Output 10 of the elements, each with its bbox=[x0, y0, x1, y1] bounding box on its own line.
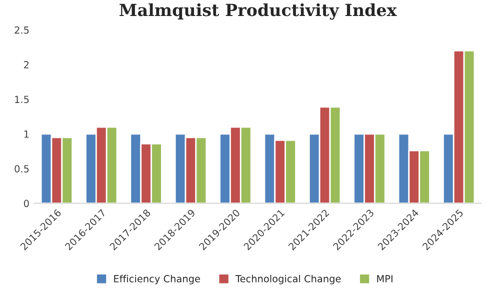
legend-label: Technological Change bbox=[235, 274, 341, 284]
y-tick-label: 2.5 bbox=[14, 26, 29, 34]
legend-label: MPI bbox=[377, 275, 392, 282]
y-tick-label: 2 bbox=[24, 61, 29, 68]
chart-title: Malmquist Productivity Index bbox=[120, 3, 397, 20]
y-tick-label: 1.5 bbox=[15, 96, 29, 104]
y-tick-label: 1 bbox=[24, 130, 29, 138]
legend-label: Efficiency Change bbox=[114, 274, 200, 284]
y-tick-label: 0 bbox=[24, 200, 29, 208]
y-tick-label: 0.5 bbox=[14, 165, 29, 172]
